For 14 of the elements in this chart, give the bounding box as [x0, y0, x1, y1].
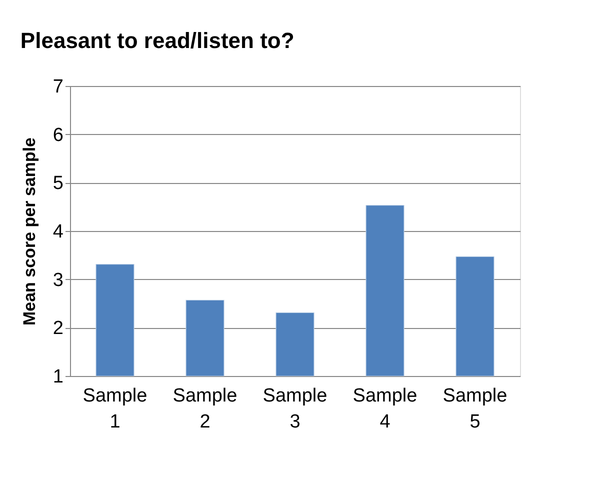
y-tick-label: 4 — [52, 222, 64, 242]
x-tick-label: Sample 3 — [262, 386, 328, 432]
x-tick-label: Sample 1 — [82, 386, 148, 432]
x-tick-label: Sample 5 — [442, 386, 508, 432]
x-tick-label: Sample 4 — [352, 386, 418, 432]
y-tick-label: 1 — [52, 366, 64, 388]
y-axis-title: Mean score per sample — [20, 137, 39, 326]
y-tick-label: 6 — [52, 124, 64, 146]
y-tick-label: 2 — [52, 318, 64, 340]
y-tick-label: 3 — [52, 270, 64, 291]
x-tick-label: Sample 2 — [172, 386, 238, 432]
y-tick-label: 7 — [52, 76, 64, 98]
y-tick-label: 5 — [52, 173, 64, 194]
chart-title: Pleasant to read/listen to? — [20, 28, 294, 53]
